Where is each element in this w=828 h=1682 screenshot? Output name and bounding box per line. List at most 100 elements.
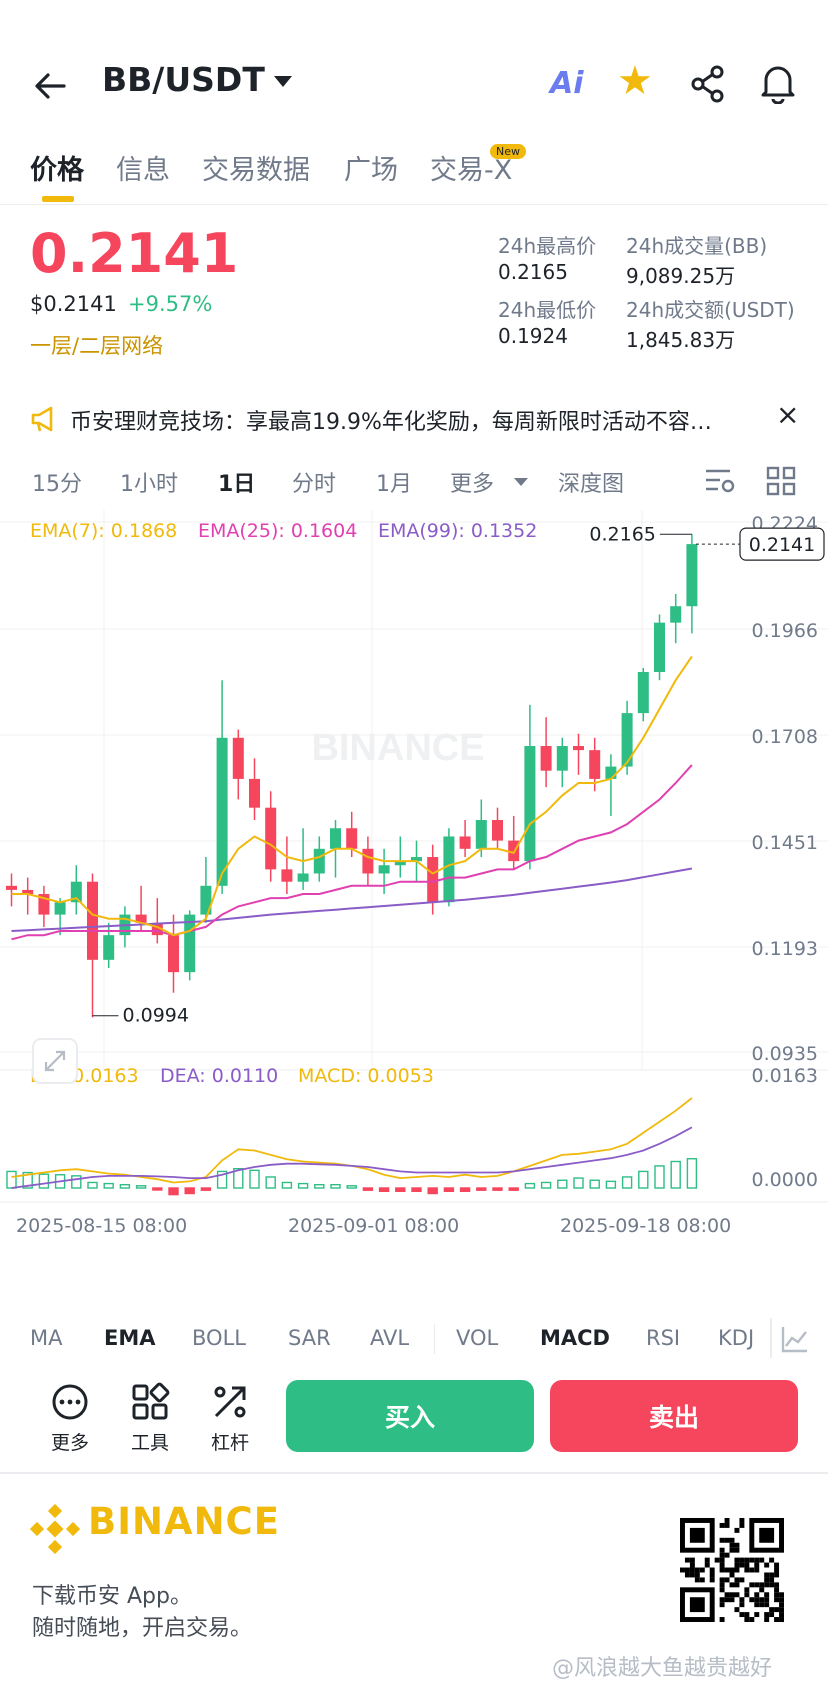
- qr-module: [739, 1612, 745, 1618]
- ai-icon[interactable]: Ai: [550, 66, 584, 101]
- candle-body: [216, 737, 228, 886]
- indicator-rsi[interactable]: RSI: [646, 1326, 681, 1350]
- qr-module: [739, 1557, 745, 1563]
- indicator-ma[interactable]: MA: [30, 1326, 63, 1350]
- macd-bar: [540, 1181, 552, 1189]
- candle-body: [637, 672, 649, 714]
- qr-module: [759, 1557, 765, 1563]
- qr-module: [764, 1597, 770, 1603]
- more-label[interactable]: 更多: [51, 1432, 90, 1454]
- indicator-chart-icon[interactable]: [780, 1324, 810, 1354]
- macd-bar: [168, 1187, 179, 1196]
- qr-module: [734, 1562, 740, 1568]
- interval-1mo[interactable]: 1月: [376, 472, 412, 497]
- candle-body: [378, 865, 390, 874]
- qr-module: [739, 1577, 745, 1583]
- trading-pair-title[interactable]: BB/USDT: [102, 60, 265, 99]
- tools-icon[interactable]: [130, 1382, 170, 1422]
- interval-more[interactable]: 更多: [450, 472, 495, 497]
- qr-module: [774, 1572, 780, 1578]
- candle-body: [443, 836, 455, 903]
- leverage-icon[interactable]: [210, 1382, 250, 1422]
- announcement-bar[interactable]: 币安理财竞技场：享最高19.9%年化奖励，每周新限时活动不容… ×: [0, 392, 828, 446]
- tab-info[interactable]: 信息: [116, 155, 170, 186]
- macd-bar: [87, 1181, 98, 1189]
- macd-bar: [22, 1171, 33, 1189]
- qr-module: [719, 1522, 725, 1528]
- tab-square[interactable]: 广场: [344, 155, 398, 186]
- network-tag[interactable]: 一层/二层网络: [30, 334, 164, 358]
- megaphone-icon: [31, 406, 53, 432]
- tab-trading-data[interactable]: 交易数据: [202, 155, 310, 186]
- candle-body: [330, 828, 341, 849]
- indicator-ema[interactable]: EMA: [104, 1326, 156, 1350]
- leverage-label[interactable]: 杠杆: [211, 1432, 250, 1454]
- indicator-boll[interactable]: BOLL: [192, 1326, 246, 1350]
- qr-module: [719, 1557, 725, 1563]
- qr-module: [769, 1582, 775, 1588]
- star-icon[interactable]: ★: [617, 58, 653, 104]
- interval-timeshare[interactable]: 分时: [292, 472, 337, 497]
- interval-1h[interactable]: 1小时: [120, 472, 178, 497]
- tab-trade-x[interactable]: 交易-X: [430, 155, 513, 186]
- back-arrow-icon[interactable]: [30, 66, 70, 106]
- candle-body: [605, 766, 617, 779]
- qr-module: [709, 1577, 715, 1583]
- macd-bar: [605, 1180, 617, 1189]
- qr-module: [749, 1567, 755, 1573]
- qr-module: [774, 1567, 780, 1573]
- indicator-kdj[interactable]: KDJ: [718, 1326, 755, 1350]
- candle-body: [556, 746, 568, 771]
- sell-button[interactable]: 卖出: [550, 1380, 798, 1452]
- qr-module: [724, 1592, 730, 1598]
- stat-value-turnover: 1,845.83万: [626, 328, 736, 352]
- macd-bar: [265, 1176, 276, 1189]
- interval-1d[interactable]: 1日: [218, 472, 256, 497]
- interval-depth[interactable]: 深度图: [558, 472, 625, 497]
- indicator-divider: [434, 1324, 435, 1354]
- grid-layout-icon[interactable]: [766, 466, 796, 496]
- macd-bar: [654, 1165, 665, 1189]
- kline-chart[interactable]: BINANCE0.22240.19660.17080.14510.11930.0…: [0, 510, 828, 1310]
- ema7-line: [11, 655, 693, 937]
- x-axis-tick-label: 2025-09-18 08:00: [560, 1215, 731, 1237]
- macd-bar: [638, 1170, 649, 1189]
- share-icon[interactable]: [688, 64, 728, 104]
- tab-price[interactable]: 价格: [30, 155, 84, 186]
- qr-module: [779, 1602, 784, 1608]
- binance-logo-icon: [30, 1504, 80, 1554]
- indicator-avl[interactable]: AVL: [370, 1326, 410, 1350]
- macd-bar: [427, 1187, 438, 1195]
- tools-label[interactable]: 工具: [131, 1432, 170, 1454]
- macd-bar: [670, 1160, 681, 1189]
- qr-module: [754, 1612, 760, 1618]
- indicator-sar[interactable]: SAR: [288, 1326, 331, 1350]
- dea-line: [11, 1126, 693, 1189]
- qr-module: [709, 1572, 715, 1578]
- qr-module: [764, 1602, 770, 1608]
- more-icon[interactable]: [50, 1382, 90, 1422]
- chart-settings-icon[interactable]: [704, 466, 736, 496]
- close-icon[interactable]: ×: [776, 398, 800, 431]
- qr-module: [774, 1597, 780, 1603]
- expand-icon[interactable]: [32, 1038, 78, 1084]
- qr-module: [734, 1577, 740, 1583]
- bell-icon[interactable]: [758, 62, 798, 104]
- qr-module: [754, 1592, 760, 1598]
- macd-bar: [216, 1170, 228, 1189]
- qr-module: [764, 1577, 770, 1583]
- more-caret-icon[interactable]: [514, 478, 528, 486]
- announcement-text[interactable]: 币安理财竞技场：享最高19.9%年化奖励，每周新限时活动不容…: [70, 410, 712, 435]
- dif-line: [11, 1097, 693, 1184]
- candle-body: [346, 828, 358, 849]
- macd-bar: [378, 1187, 390, 1193]
- candle-body: [427, 857, 439, 903]
- indicator-macd[interactable]: MACD: [540, 1326, 610, 1350]
- indicator-vol[interactable]: VOL: [456, 1326, 499, 1350]
- candle-body: [265, 807, 277, 870]
- dropdown-caret-icon[interactable]: [274, 76, 292, 87]
- interval-15m[interactable]: 15分: [32, 472, 82, 497]
- qr-module: [749, 1617, 755, 1622]
- buy-button[interactable]: 买入: [286, 1380, 534, 1452]
- footer-line-1: 下载币安 App。: [32, 1584, 192, 1609]
